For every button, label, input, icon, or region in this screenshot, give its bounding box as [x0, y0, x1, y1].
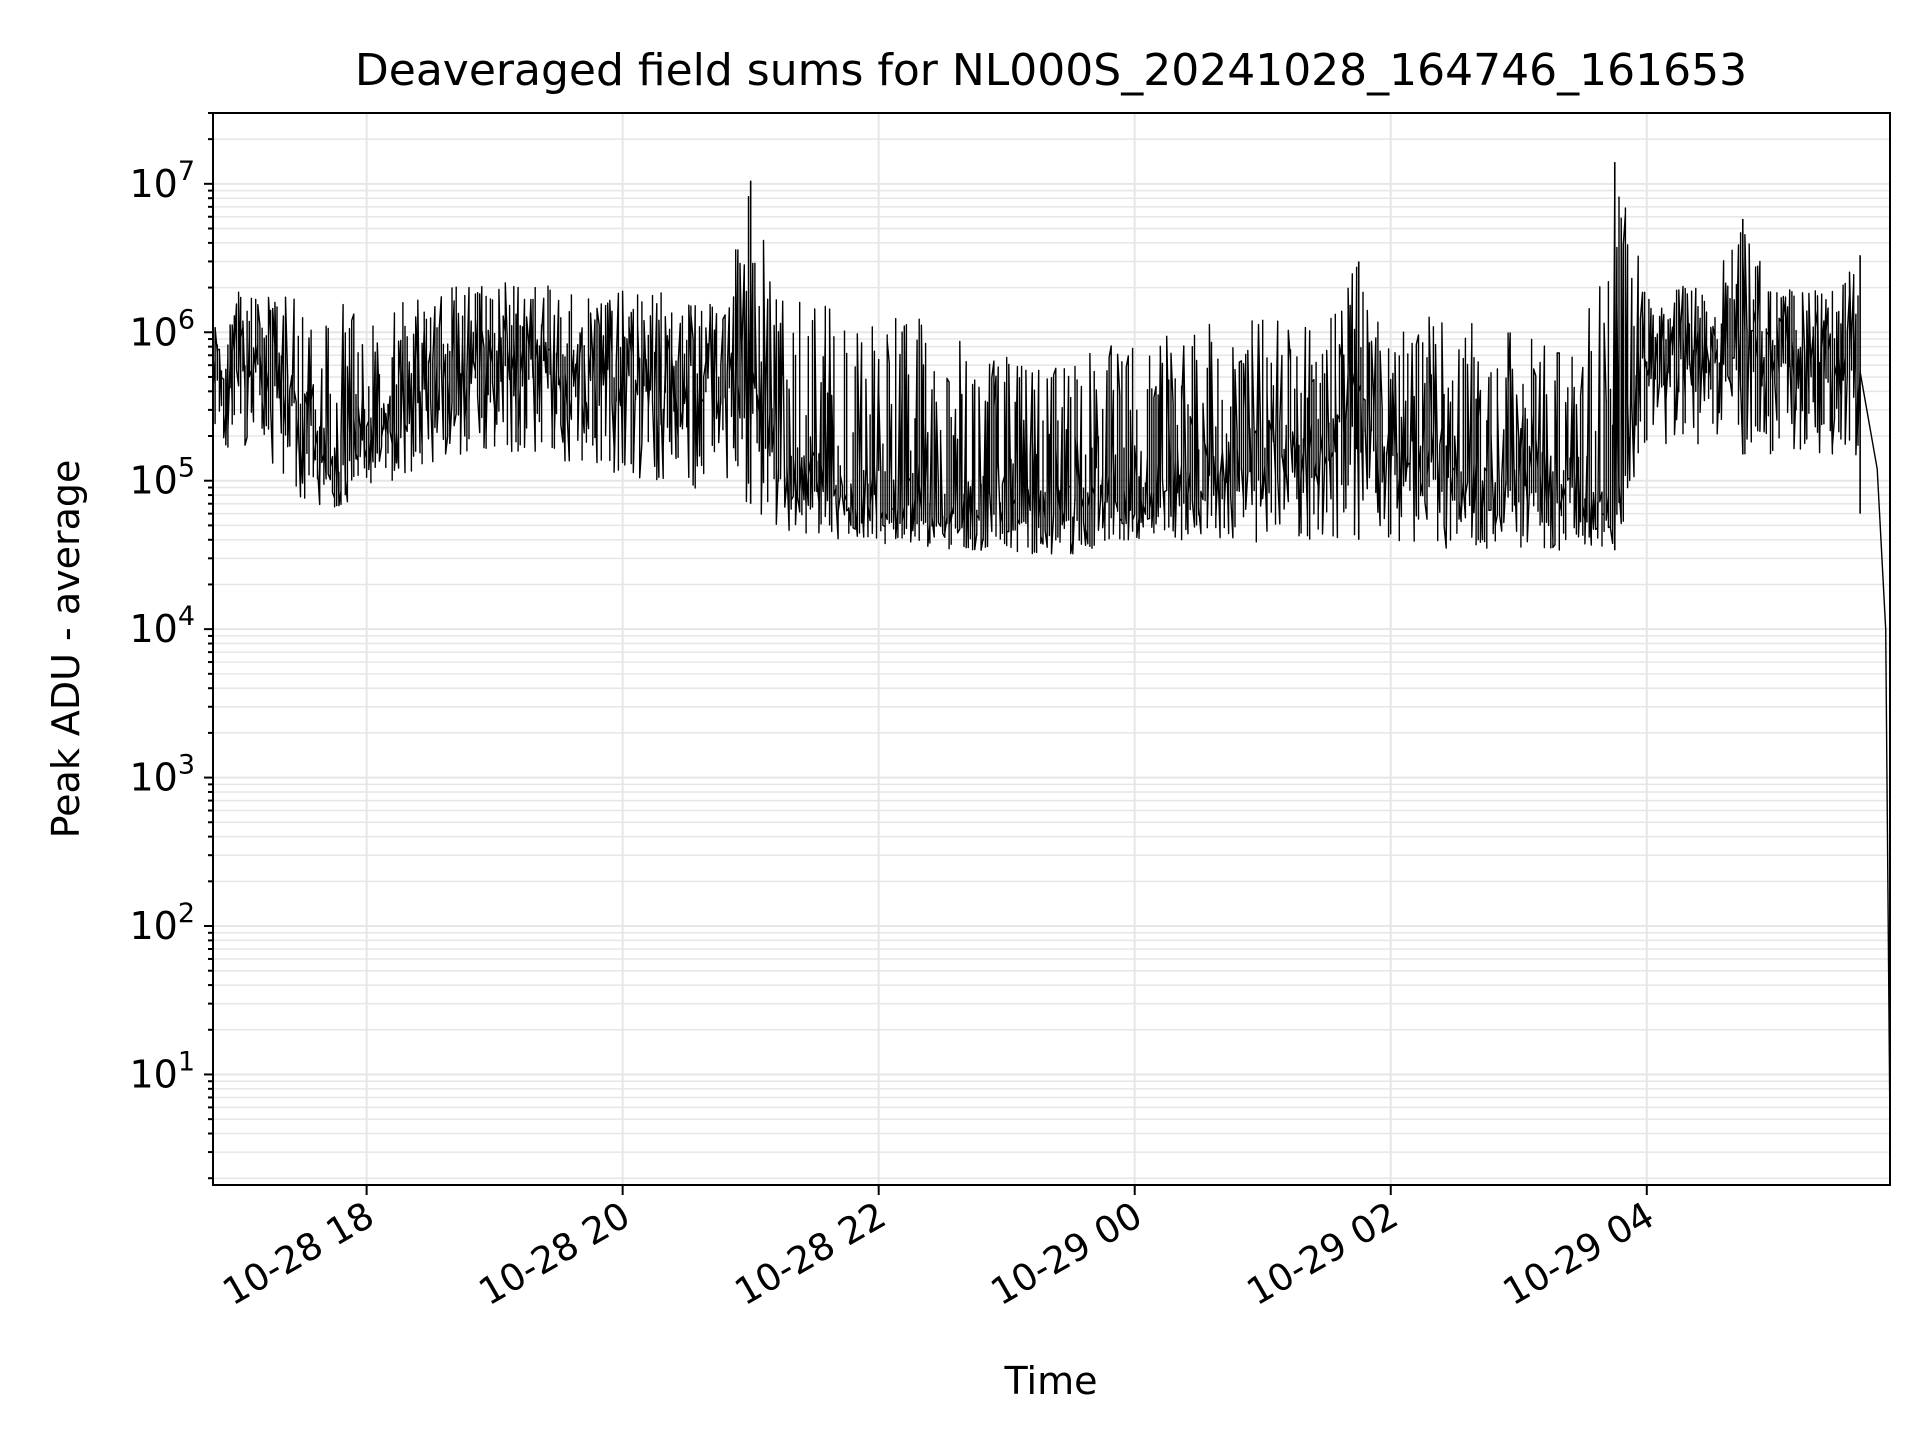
y-tick-label: 102	[129, 898, 195, 948]
series-line	[212, 182, 1891, 1134]
y-tick-label-base: 10	[129, 310, 177, 354]
y-tick-label-exponent: 3	[178, 750, 195, 781]
y-tick-label: 103	[129, 750, 195, 800]
y-tick-label-base: 10	[129, 459, 177, 503]
y-tick-label: 105	[129, 453, 195, 503]
y-tick-label-base: 10	[129, 162, 177, 206]
y-tick-label-exponent: 4	[178, 601, 195, 632]
y-tick-label-exponent: 5	[178, 453, 195, 484]
y-tick-label: 106	[129, 304, 195, 354]
y-tick-label-base: 10	[129, 756, 177, 800]
x-axis-label: Time	[1004, 1359, 1098, 1403]
y-tick-label-base: 10	[129, 1052, 177, 1096]
y-tick-label-base: 10	[129, 607, 177, 651]
series-layer	[212, 162, 1891, 1134]
y-tick-label: 107	[129, 156, 195, 206]
y-tick-label-exponent: 1	[178, 1046, 195, 1077]
y-tick-label-base: 10	[129, 904, 177, 948]
y-tick-label: 104	[129, 601, 195, 651]
y-tick-label-exponent: 7	[178, 156, 195, 187]
y-tick-label-exponent: 6	[178, 304, 195, 335]
chart-title: Deaveraged field sums for NL000S_2024102…	[355, 45, 1747, 96]
y-axis-label: Peak ADU - average	[44, 460, 88, 839]
y-tick-label-exponent: 2	[178, 898, 195, 929]
y-tick-label: 101	[129, 1046, 195, 1096]
plot-frame	[212, 112, 1891, 1186]
